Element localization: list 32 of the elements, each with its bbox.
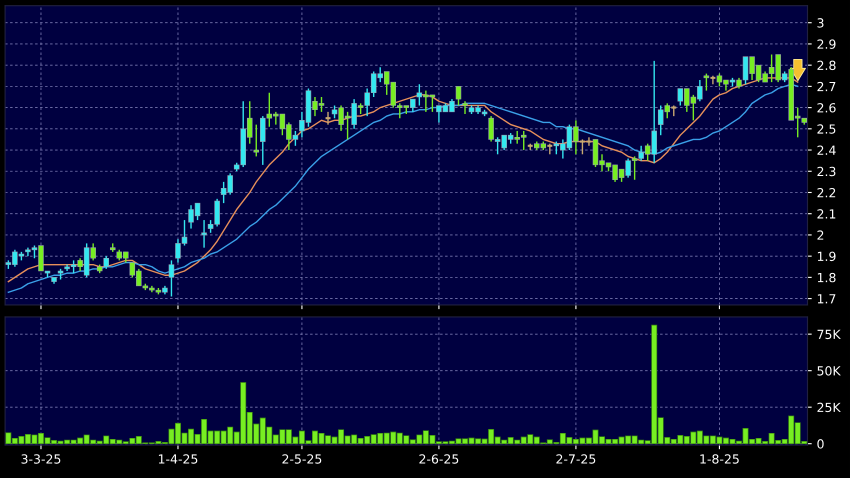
x-tick-label: 3-3-25 [22,454,60,464]
x-tick-label: 2-5-25 [282,454,322,464]
y-tick-label: 25K [817,402,841,412]
y-tick-label: 2.6 [817,103,836,113]
y-tick-label: 2.8 [817,60,836,70]
x-tick-label: 1-4-25 [158,454,198,464]
y-tick-label: 50K [817,366,841,376]
x-tick-label: 2-7-25 [556,454,596,464]
y-tick-label: 0 [817,439,824,449]
candlestick [462,100,468,115]
candlestick [168,260,174,298]
candlestick [704,72,710,92]
y-tick-label: 2.1 [817,209,836,218]
x-tick-label: 1-8-25 [700,454,739,464]
candlestick [546,142,554,155]
y-tick-label: 2.3 [817,166,836,176]
candlestick [58,268,64,280]
y-tick-label: 2.9 [817,39,836,49]
y-tick-label: 2.5 [817,124,836,134]
y-tick-label: 2 [817,230,824,240]
y-tick-label: 2.7 [817,82,836,92]
candlestick [254,124,260,158]
y-tick-label: 1.7 [818,294,836,304]
y-tick-label: 75K [818,330,841,340]
candlestick [201,219,207,248]
y-tick-label: 2.4 [817,146,836,155]
y-tick-label: 1.8 [818,272,836,282]
candlestick [456,86,462,106]
y-tick-label: 1.9 [818,252,836,262]
y-tick-label: 2.2 [817,188,836,198]
x-tick-label: 2-6-25 [419,454,458,464]
y-tick-label: 3 [817,18,824,28]
